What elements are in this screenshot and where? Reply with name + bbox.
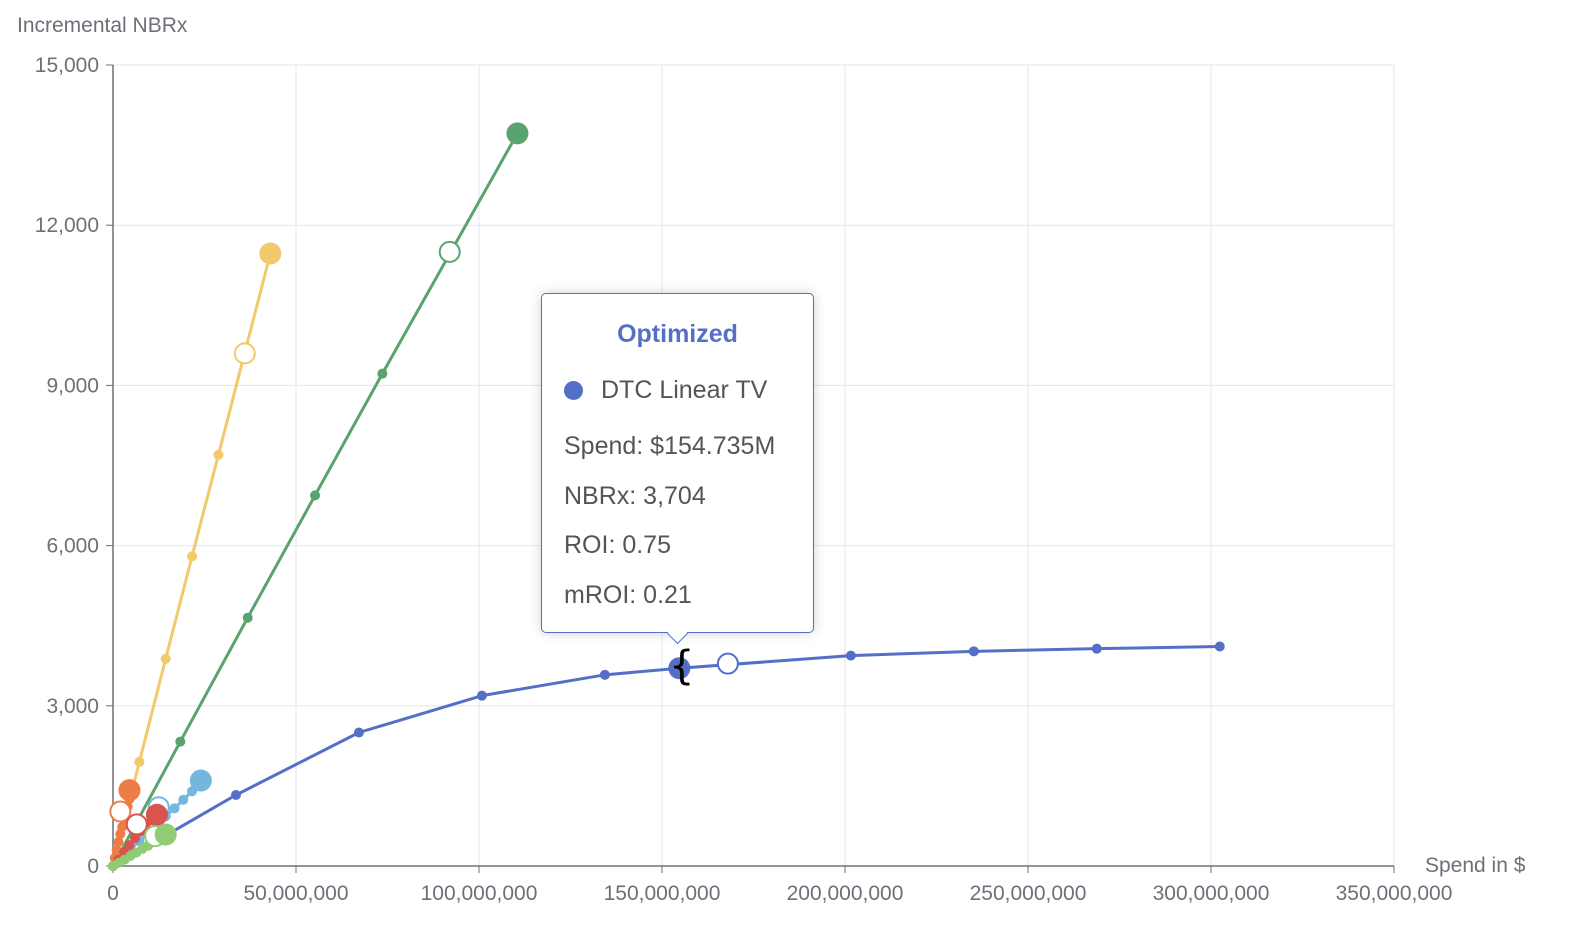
data-point xyxy=(134,756,145,767)
y-axis-label: Incremental NBRx xyxy=(17,14,188,37)
data-point xyxy=(178,794,189,805)
data-point xyxy=(353,727,364,738)
tooltip-title: Optimized xyxy=(617,320,738,348)
series-5 xyxy=(108,803,168,871)
series-line xyxy=(111,253,272,867)
data-point xyxy=(124,840,135,851)
series-line xyxy=(112,645,1220,868)
data-point xyxy=(129,833,140,844)
optimized-point-marker xyxy=(506,122,529,145)
data-point xyxy=(160,653,171,664)
x-tick-label: 350,000,000 xyxy=(1336,882,1453,905)
data-point xyxy=(1214,641,1225,652)
series-6 xyxy=(108,823,177,871)
tooltip: Optimized DTC Linear TV Spend: $154.735M… xyxy=(541,293,814,645)
data-point xyxy=(968,646,979,657)
data-point xyxy=(1091,643,1102,654)
current-point-marker xyxy=(109,800,132,823)
series-2 xyxy=(108,242,282,871)
data-point xyxy=(845,650,856,661)
optimized-point-marker xyxy=(668,657,691,680)
data-point xyxy=(187,551,198,562)
tooltip-roi: ROI: 0.75 xyxy=(564,531,671,559)
axes: 0 3,000 6,000 9,000 12,000 15,000 0 50,000,000 1… xyxy=(35,54,1453,905)
y-tick-label: 12,000 xyxy=(35,214,99,237)
data-point xyxy=(169,803,180,814)
current-point-marker xyxy=(438,240,461,263)
tooltip-series: DTC Linear TV xyxy=(564,376,767,405)
x-tick-label: 0 xyxy=(107,882,119,905)
optimized-point-marker xyxy=(259,242,282,265)
current-point-marker xyxy=(716,652,739,675)
data-point xyxy=(242,612,253,623)
data-point xyxy=(377,368,388,379)
series-0 xyxy=(108,641,1225,871)
data-point xyxy=(113,836,124,847)
grid-lines xyxy=(113,64,1395,866)
series-dot-icon xyxy=(564,381,583,400)
data-point xyxy=(599,669,610,680)
data-point xyxy=(213,449,224,460)
data-point xyxy=(230,789,241,800)
current-point-marker xyxy=(233,342,256,365)
x-tick-label: 250,000,000 xyxy=(970,882,1087,905)
optimized-point-marker xyxy=(145,803,168,826)
x-axis-label: Spend in $ xyxy=(1425,854,1526,877)
x-tick-label: 150,000,000 xyxy=(604,882,721,905)
data-point xyxy=(476,690,487,701)
y-tick-label: 9,000 xyxy=(46,374,99,397)
series-4 xyxy=(108,779,141,871)
optimized-point-marker xyxy=(118,779,141,802)
data-point xyxy=(310,490,321,501)
x-tick-label: 300,000,000 xyxy=(1153,882,1270,905)
x-tick-label: 200,000,000 xyxy=(787,882,904,905)
tooltip-spend: Spend: $154.735M xyxy=(564,432,776,460)
y-tick-label: 15,000 xyxy=(35,54,99,77)
tooltip-nbrx: NBRx: 3,704 xyxy=(564,482,706,510)
series-group xyxy=(108,122,1225,871)
tooltip-mroi: mROI: 0.21 xyxy=(564,581,692,609)
y-tick-label: 0 xyxy=(87,855,99,878)
y-tick-label: 3,000 xyxy=(46,695,99,718)
x-tick-label: 50,000,000 xyxy=(243,882,348,905)
data-point xyxy=(175,736,186,747)
series-1 xyxy=(108,122,529,871)
optimized-point-marker xyxy=(154,823,177,846)
tooltip-series-name: DTC Linear TV xyxy=(601,376,768,404)
y-tick-label: 6,000 xyxy=(46,535,99,558)
cursor-icon: { xyxy=(669,643,695,689)
current-point-marker xyxy=(125,813,148,836)
optimized-point-marker xyxy=(189,769,212,792)
x-tick-label: 100,000,000 xyxy=(421,882,538,905)
series-line xyxy=(111,132,519,867)
